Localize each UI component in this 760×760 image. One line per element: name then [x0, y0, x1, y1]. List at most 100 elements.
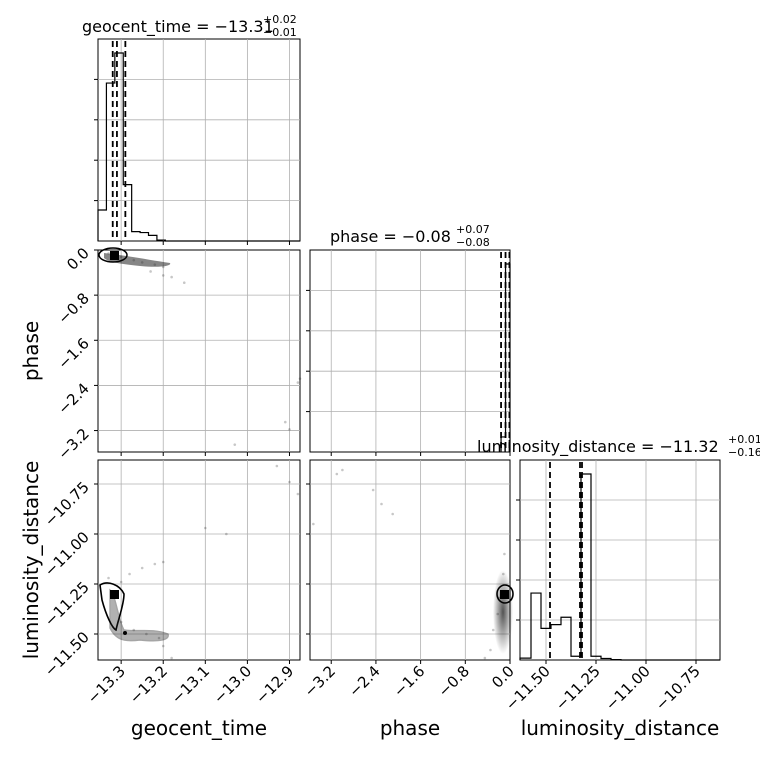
panel-hist-lumdist: [516, 459, 721, 661]
gridlines: [98, 460, 300, 660]
y-tick-label: −2.4: [54, 380, 92, 418]
quantile-lines: [111, 41, 127, 241]
scatter-point: [157, 636, 161, 640]
scatter-point: [170, 656, 173, 660]
panel-hist-geocent-time: [94, 38, 301, 242]
y-tick-label: −11.00: [41, 528, 93, 580]
scatter-point: [140, 566, 144, 570]
scatter-point: [225, 532, 228, 536]
gridlines: [98, 250, 300, 452]
scatter-point: [380, 502, 383, 506]
axes-frame: [97, 459, 301, 661]
scatter-point: [204, 526, 207, 530]
scatter-points: [107, 464, 300, 660]
density-contours: [98, 247, 171, 267]
scatter-point: [489, 648, 492, 652]
x-tick-label: 0.0: [488, 662, 518, 692]
axes-frame: [309, 459, 511, 661]
panel-hist-phase: [306, 249, 511, 453]
x-tick-label: −3.2: [301, 662, 339, 700]
axes-frame: [97, 249, 301, 453]
scatter-point: [132, 628, 136, 632]
scatter-point: [107, 576, 110, 580]
title-geocent-time-sup: +0.02: [263, 13, 297, 26]
scatter-point: [371, 488, 375, 492]
density-contours: [99, 582, 169, 642]
y-tick-label: −11.50: [41, 628, 93, 680]
histogram-step: [97, 52, 300, 242]
title-phase-sup: +0.07: [456, 223, 490, 236]
scatter-point: [283, 420, 287, 424]
x-tick-label: −13.2: [126, 662, 171, 707]
quantile-lines: [500, 252, 511, 452]
scatter-point: [335, 472, 339, 476]
x-tick-label: −12.9: [252, 662, 297, 707]
x-tick-label: −11.25: [552, 662, 604, 714]
x-tick-label: −2.4: [345, 662, 383, 700]
y-ticks: [306, 289, 310, 413]
scatter-point: [233, 443, 237, 446]
histogram-step: [519, 473, 720, 661]
title-lumdist: luminosity_distance = −11.32: [477, 437, 719, 457]
scatter-point: [128, 572, 131, 576]
scatter-point: [275, 464, 279, 468]
scatter-point: [119, 580, 123, 584]
scatter-point: [312, 522, 315, 526]
axes-frame: [97, 38, 301, 242]
panel-lumdist-vs-geocent-time: [97, 459, 301, 661]
x-tick-label: −13.0: [210, 662, 255, 707]
density-contours: [493, 570, 514, 654]
scatter-point: [491, 628, 495, 632]
tick-layer: −13.3−13.2−13.1−13.0−12.9 −3.2 −2.4 −1.6 −0.…: [41, 241, 704, 714]
scatter-point: [119, 620, 123, 624]
scatter-point: [170, 275, 173, 279]
y-tick-label: −10.75: [41, 478, 93, 530]
panel-lumdist-vs-phase: [309, 459, 514, 661]
scatter-point: [391, 512, 394, 516]
title-lumdist-sup: +0.01: [728, 433, 760, 446]
scatter-points: [107, 252, 302, 446]
scatter-point: [145, 632, 148, 636]
xlabel-geocent-time: geocent_time: [131, 716, 267, 740]
scatter-point: [483, 656, 487, 660]
y-ticks: [516, 499, 520, 621]
y-tick-label: −3.2: [54, 425, 92, 463]
x-tick-label: −11.00: [602, 662, 654, 714]
scatter-point: [161, 560, 165, 564]
scatter-point: [153, 562, 157, 566]
gridlines: [310, 250, 510, 452]
title-geocent-time: geocent_time = −13.31: [82, 17, 274, 37]
title-phase-sub: −0.08: [456, 236, 490, 249]
axes-frame: [519, 459, 721, 661]
y-tick-label: −1.6: [54, 334, 92, 372]
scatter-point: [161, 274, 165, 277]
x-tick-label: −0.8: [435, 662, 473, 700]
scatter-point: [503, 552, 506, 556]
scatter-point: [288, 480, 291, 484]
title-geocent-time-sub: −0.01: [263, 26, 297, 39]
axes-frame: [309, 249, 511, 453]
scatter-point: [341, 468, 344, 472]
y-tick-label: 0.0: [63, 244, 93, 274]
scatter-point: [182, 281, 186, 285]
quantile-lines: [549, 462, 583, 660]
y-ticks: [94, 78, 98, 202]
scatter-point: [298, 377, 302, 380]
title-phase: phase = −0.08: [330, 227, 451, 246]
x-tick-label: −13.3: [84, 662, 129, 707]
gridlines: [98, 39, 300, 241]
gridlines: [310, 460, 510, 660]
scatter-point: [296, 492, 300, 496]
scatter-point: [149, 270, 152, 273]
gridlines: [520, 460, 720, 660]
xlabel-lumdist: luminosity_distance: [521, 716, 720, 740]
x-tick-label: −10.75: [652, 662, 704, 714]
xlabel-phase: phase: [380, 716, 440, 740]
panel-phase-vs-geocent-time: [97, 247, 302, 453]
y-tick-label: −11.25: [41, 578, 93, 630]
scatter-point: [296, 381, 300, 384]
y-tick-label: −0.8: [54, 289, 92, 327]
scatter-point: [288, 428, 291, 431]
ylabel-phase: phase: [19, 321, 43, 381]
